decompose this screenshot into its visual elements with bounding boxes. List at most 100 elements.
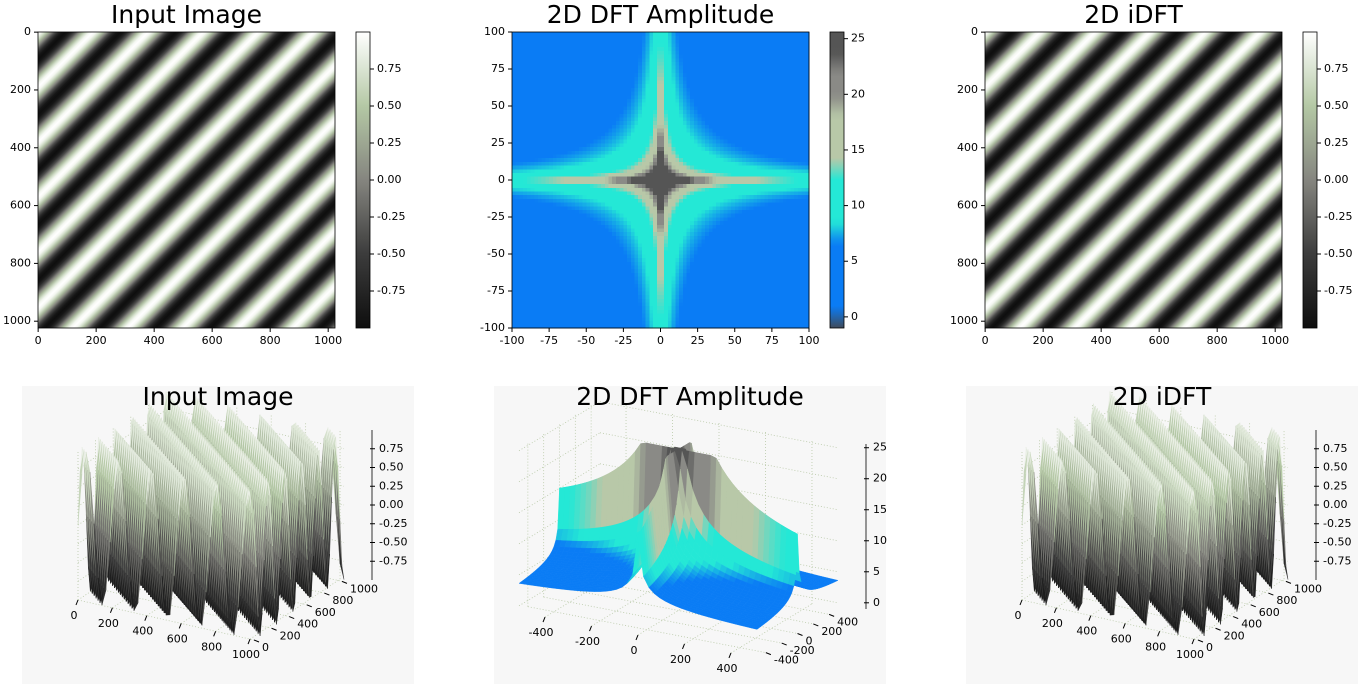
heatmap-cell: [620, 143, 624, 147]
heatmap-cell: [575, 139, 579, 143]
heatmap-cell: [549, 128, 553, 132]
heatmap-cell: [623, 121, 627, 125]
heatmap-cell: [716, 195, 720, 199]
heatmap-cell: [620, 102, 624, 106]
heatmap-cell: [716, 295, 720, 299]
heatmap-cell: [701, 58, 705, 62]
heatmap-cell: [701, 176, 705, 180]
heatmap-cell: [620, 302, 624, 306]
heatmap-cell: [712, 221, 716, 225]
heatmap-cell: [519, 224, 523, 228]
heatmap-cell: [720, 247, 724, 251]
heatmap-cell: [527, 54, 531, 58]
heatmap-cell: [690, 213, 694, 217]
heatmap-cell: [519, 43, 523, 47]
heatmap-cell: [635, 128, 639, 132]
heatmap-cell: [557, 158, 561, 162]
heatmap-cell: [642, 261, 646, 265]
heatmap-cell: [623, 287, 627, 291]
heatmap-cell: [668, 128, 672, 132]
heatmap-cell: [538, 102, 542, 106]
heatmap-cell: [542, 102, 546, 106]
heatmap-cell: [735, 154, 739, 158]
heatmap-cell: [560, 187, 564, 191]
heatmap-cell: [527, 154, 531, 158]
heatmap-cell: [616, 310, 620, 314]
heatmap-cell: [571, 184, 575, 188]
heatmap-cell: [538, 287, 542, 291]
heatmap-cell: [679, 62, 683, 66]
heatmap-cell: [638, 91, 642, 95]
heatmap-cell: [516, 150, 520, 154]
heatmap-cell: [594, 221, 598, 225]
heatmap-cell: [735, 47, 739, 51]
heatmap-cell: [683, 147, 687, 151]
heatmap-cell: [698, 162, 702, 166]
heatmap-cell: [653, 80, 657, 84]
heatmap-cell: [601, 136, 605, 140]
heatmap-cell: [620, 80, 624, 84]
heatmap-cell: [664, 199, 668, 203]
heatmap-cell: [686, 110, 690, 114]
heatmap-cell: [738, 88, 742, 92]
heatmap-cell: [694, 162, 698, 166]
heatmap-cell: [642, 106, 646, 110]
heatmap-cell: [724, 206, 728, 210]
heatmap-cell: [694, 276, 698, 280]
heatmap-cell: [631, 102, 635, 106]
heatmap-cell: [642, 295, 646, 299]
heatmap-cell: [579, 132, 583, 136]
heatmap-cell: [653, 224, 657, 228]
heatmap-cell: [609, 269, 613, 273]
heatmap-cell: [635, 291, 639, 295]
heatmap-cell: [672, 176, 676, 180]
heatmap-cell: [683, 139, 687, 143]
heatmap-cell: [512, 91, 516, 95]
heatmap-cell: [564, 317, 568, 321]
heatmap-cell: [664, 139, 668, 143]
heatmap-cell: [597, 47, 601, 51]
heatmap-cell: [605, 150, 609, 154]
heatmap-cell: [735, 261, 739, 265]
heatmap-cell: [623, 187, 627, 191]
heatmap-cell: [646, 258, 650, 262]
heatmap-cell: [601, 54, 605, 58]
heatmap-cell: [516, 173, 520, 177]
heatmap-cell: [657, 247, 661, 251]
heatmap-cell: [672, 310, 676, 314]
heatmap-cell: [675, 125, 679, 129]
heatmap-cell: [531, 132, 535, 136]
heatmap-cell: [653, 298, 657, 302]
heatmap-cell: [542, 162, 546, 166]
heatmap-cell: [616, 187, 620, 191]
heatmap-cell: [683, 125, 687, 129]
heatmap-cell: [512, 125, 516, 129]
heatmap-cell: [731, 180, 735, 184]
heatmap-cell: [557, 76, 561, 80]
heatmap-cell: [579, 99, 583, 103]
heatmap-cell: [701, 110, 705, 114]
heatmap-cell: [690, 191, 694, 195]
heatmap-cell: [545, 54, 549, 58]
heatmap-cell: [738, 143, 742, 147]
heatmap-cell: [698, 84, 702, 88]
heatmap-cell: [601, 321, 605, 325]
heatmap-cell: [698, 128, 702, 132]
heatmap-cell: [586, 280, 590, 284]
heatmap-cell: [594, 99, 598, 103]
heatmap-cell: [727, 139, 731, 143]
heatmap-cell: [616, 221, 620, 225]
heatmap-cell: [661, 317, 665, 321]
heatmap-cell: [642, 217, 646, 221]
heatmap-cell: [638, 143, 642, 147]
heatmap-cell: [712, 106, 716, 110]
heatmap-cell: [605, 73, 609, 77]
heatmap-cell: [646, 221, 650, 225]
heatmap-cell: [709, 217, 713, 221]
heatmap-cell: [519, 269, 523, 273]
heatmap-cell: [694, 62, 698, 66]
heatmap-cell: [738, 110, 742, 114]
heatmap-cell: [516, 247, 520, 251]
heatmap-cell: [698, 143, 702, 147]
heatmap-cell: [542, 191, 546, 195]
